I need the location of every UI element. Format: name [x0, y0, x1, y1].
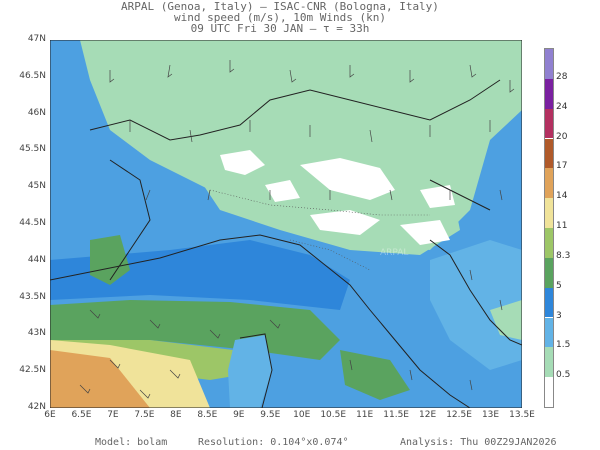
- lat-label: 42.5N: [19, 365, 46, 376]
- colorbar-segment: [545, 287, 553, 318]
- lon-label: 10E: [293, 410, 311, 420]
- lon-label: 9.5E: [260, 410, 281, 420]
- colorbar-label: 0.5: [556, 370, 571, 381]
- lat-label: 42N: [27, 402, 46, 412]
- lat-label: 43.5N: [19, 291, 46, 302]
- lon-label: 11E: [356, 410, 374, 420]
- footer-resolution: Resolution: 0.104°x0.074°: [198, 437, 349, 448]
- colorbar-segment: [545, 347, 553, 378]
- lat-label: 44N: [27, 254, 46, 265]
- lon-label: 7E: [107, 410, 119, 420]
- lat-label: 44.5N: [19, 218, 46, 228]
- lon-label: 13E: [481, 410, 500, 420]
- lon-label: 12.5E: [446, 410, 472, 420]
- wind-speed-map: ARPAL: [50, 40, 522, 408]
- colorbar-label: 14: [556, 191, 568, 202]
- lon-label: 9E: [233, 410, 245, 420]
- colorbar-segment: [545, 257, 553, 288]
- lon-label: 6.5E: [71, 410, 92, 420]
- lon-label: 8.5E: [197, 410, 218, 420]
- lon-label: 10.5E: [320, 410, 347, 420]
- colorbar-segment: [545, 49, 553, 79]
- lat-label: 45.5N: [19, 144, 46, 155]
- wind-barbs: [79, 60, 515, 399]
- colorbar-label: 28: [556, 71, 568, 82]
- header-line-2: wind speed (m/s), 10m Winds (kn): [174, 11, 386, 24]
- header-line-1: ARPAL (Genoa, Italy) — ISAC-CNR (Bologna…: [121, 0, 439, 13]
- colorbar-segment: [545, 228, 553, 258]
- lon-label: 11.5E: [383, 410, 409, 420]
- map-watermark: ARPAL: [380, 248, 408, 258]
- colorbar-label: 24: [556, 101, 568, 112]
- colorbar-label: 8.3: [556, 250, 571, 261]
- lat-label: 43N: [27, 328, 46, 339]
- colorbar-label: 20: [556, 131, 568, 142]
- lat-label: 46N: [27, 107, 46, 118]
- colorbar-segment: [545, 377, 553, 407]
- colorbar-segment: [545, 78, 553, 109]
- colorbar-segment: [545, 198, 553, 228]
- lon-label: 12E: [419, 410, 437, 420]
- footer-analysis: Analysis: Thu 00Z29JAN2026: [400, 437, 557, 448]
- colorbar-segment: [545, 317, 553, 348]
- colorbar-label: 1.5: [556, 340, 571, 351]
- colorbar-segment: [545, 168, 553, 199]
- lon-label: 13.5E: [509, 410, 535, 420]
- header-line-3: 09 UTC Fri 30 JAN — τ = 33h: [190, 22, 370, 35]
- lat-label: 46.5N: [19, 70, 46, 81]
- lon-label: 7.5E: [134, 410, 155, 420]
- lon-label: 6E: [44, 410, 56, 420]
- colorbar: [544, 48, 554, 408]
- colorbar-segment: [545, 108, 553, 139]
- lon-label: 8E: [170, 410, 182, 420]
- lat-label: 47N: [27, 34, 46, 44]
- colorbar-label: 11: [556, 221, 568, 231]
- colorbar-label: 5: [556, 280, 562, 291]
- colorbar-label: 17: [556, 161, 568, 172]
- footer-model: Model: bolam: [95, 437, 168, 448]
- lat-label: 45N: [27, 181, 46, 192]
- colorbar-label: 3: [556, 310, 562, 321]
- colorbar-segment: [545, 138, 553, 169]
